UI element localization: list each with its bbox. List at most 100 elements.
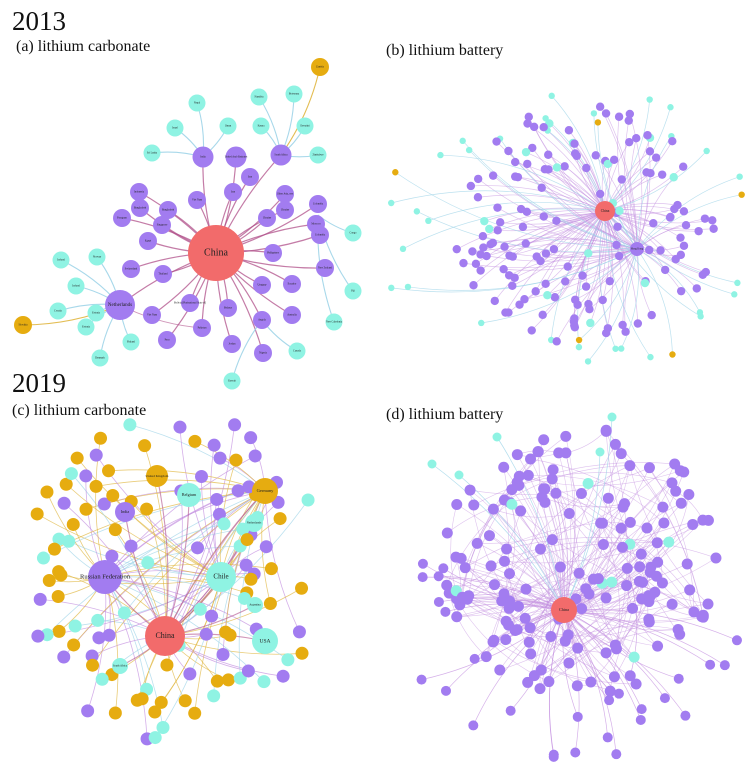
node-label: Thailand [158,273,168,276]
network-panel-b: Hong Kong China [388,92,745,365]
network-node [520,583,532,595]
network-node [633,575,645,587]
node-label: Netherlands [247,521,262,525]
network-node [296,117,314,135]
network-edge [581,493,647,529]
network-node [113,209,131,227]
network-node [237,591,251,605]
network-edge [525,522,601,590]
network-node [241,664,255,678]
network-node [643,462,655,474]
network-edge [624,120,638,250]
network-node [140,502,154,516]
network-node [679,207,689,216]
network-node [665,213,675,222]
network-node [105,549,119,563]
network-node [539,212,548,221]
network-node [736,173,743,180]
network-node [656,577,668,589]
network-node [239,558,253,572]
network-edge [527,123,606,212]
network-node [473,174,483,184]
network-edge [46,490,266,635]
network-node [95,672,109,686]
network-node [531,287,540,296]
network-node [521,239,530,248]
network-edge [555,492,624,508]
network-edge [506,537,717,559]
network-node [231,484,245,498]
network-node [513,470,525,482]
network-node [646,168,655,178]
network-node [610,643,622,655]
node-label: Ukraine [263,217,272,220]
network-edge [501,506,624,602]
network-node [210,492,224,506]
network-node [281,653,295,667]
network-edge [639,524,693,567]
network-node [625,137,634,147]
network-panel-a: Nepal Oman Kenya Namibia Botswana Eswatini Zim… [14,58,362,390]
network-node [520,295,529,304]
network-edge [484,207,606,222]
network-node [213,451,227,465]
network-node [616,541,628,553]
network-node [522,676,534,688]
network-node [525,648,537,660]
network-edge [446,502,511,586]
node-label: South Africa [274,154,288,157]
network-node [173,420,187,434]
network-node [413,208,421,215]
node-label: USA [259,638,270,644]
network-node [295,581,309,595]
node-label: Germany [257,488,274,493]
network-node [131,199,149,217]
network-node [85,649,99,663]
network-node [544,165,553,174]
network-node [506,498,518,510]
network-node [217,517,231,531]
network-node [641,522,653,534]
network-node [440,685,451,696]
network-node [86,658,100,672]
network-edge [472,609,565,726]
network-node [188,434,202,448]
network-edge [160,576,222,703]
network-node [252,478,278,504]
network-node [188,94,206,112]
network-node [229,453,243,467]
node-label: Iran [248,176,253,179]
network-edge [636,248,701,313]
network-node [485,224,494,234]
network-node [466,181,476,191]
network-edge [604,210,614,334]
network-node [493,203,502,212]
network-node [687,518,699,530]
network-node [441,579,453,591]
network-node [309,146,327,164]
network-node [499,264,508,274]
node-label: Estonia [82,326,91,329]
network-edge [545,118,606,212]
network-node [258,209,276,227]
network-node [647,310,656,320]
node-label: Belarus [224,307,232,310]
network-node [551,597,577,623]
network-node [253,311,271,329]
network-node [635,548,647,560]
network-node [505,251,514,260]
network-edge [527,603,709,683]
network-node [276,201,294,219]
network-node [590,110,598,117]
network-edge [541,496,625,508]
node-label: Namibia [255,96,265,99]
node-label: Eswatini [300,125,309,128]
network-node [666,598,678,610]
node-label: South Africa [113,665,128,668]
network-node [669,351,676,358]
network-node [534,543,546,555]
network-node [613,688,624,699]
network-node [493,226,502,235]
network-node [417,558,428,569]
year-label-2019: 2019 [12,368,66,398]
